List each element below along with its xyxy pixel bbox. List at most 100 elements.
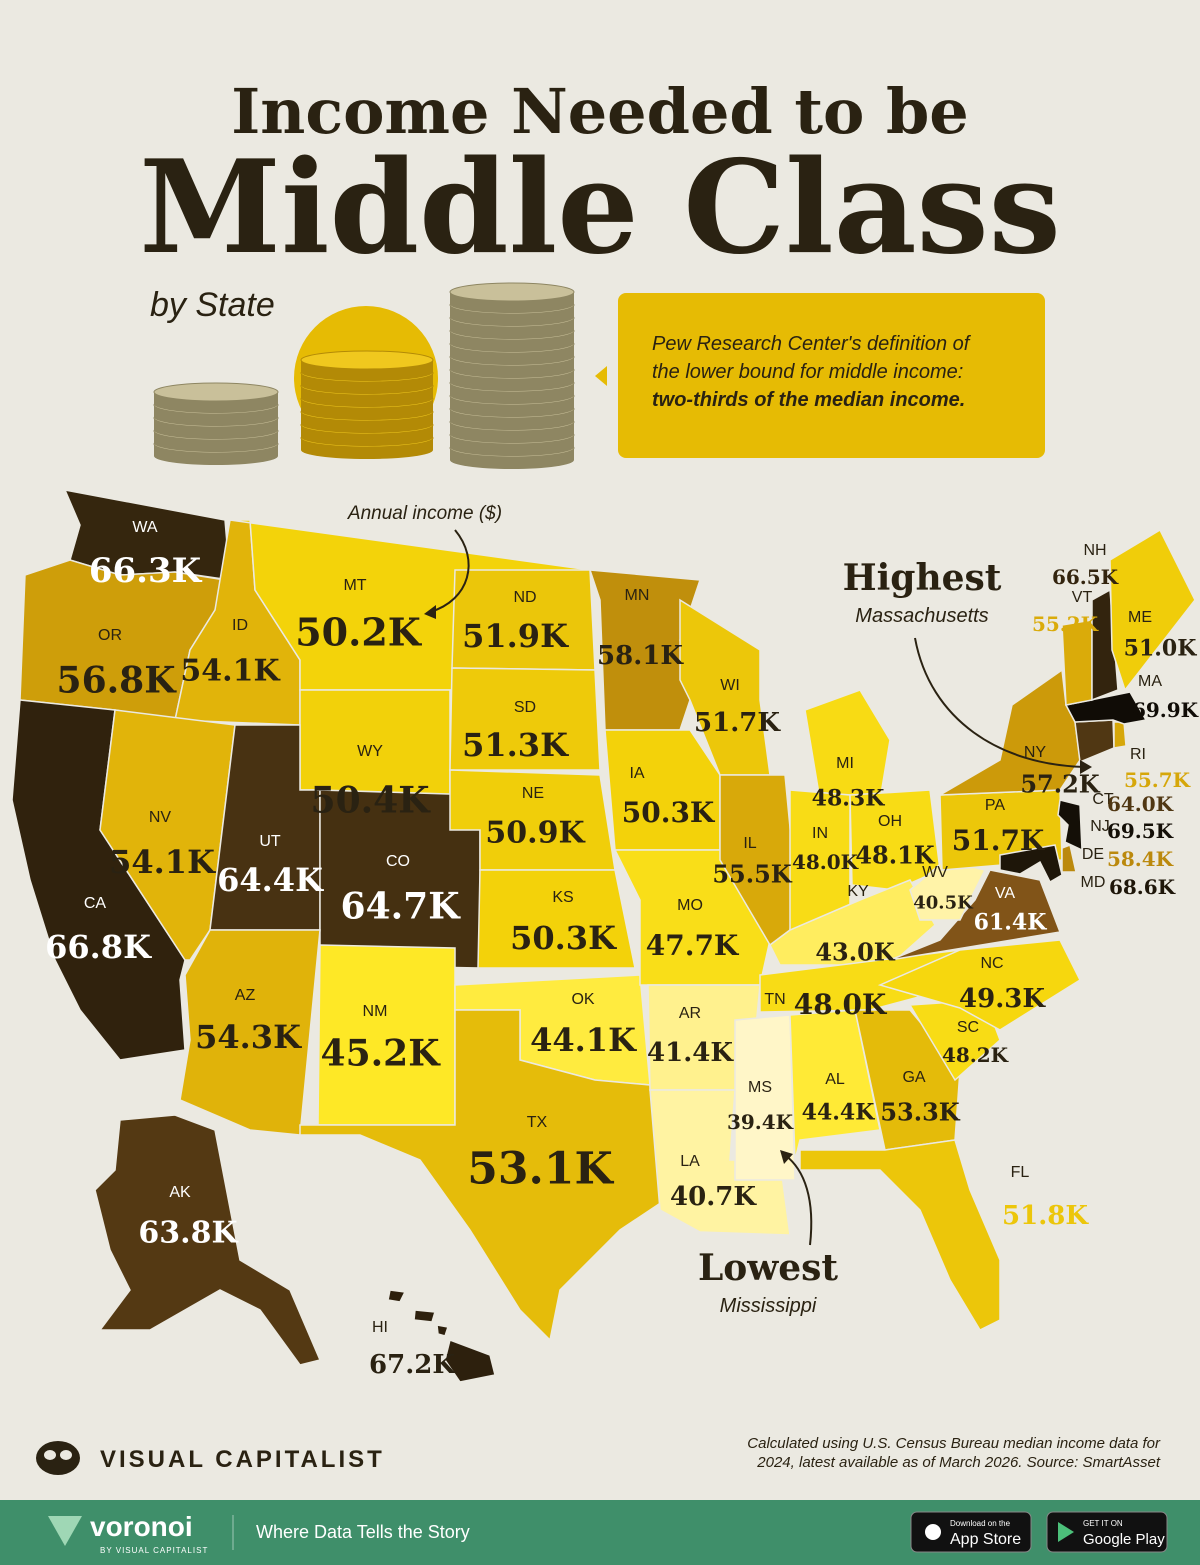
value-label: 63.8K (138, 1216, 238, 1251)
state-abbr: CO (386, 853, 410, 870)
arrow-head (1080, 760, 1092, 774)
value-label: 48.1K (855, 840, 935, 869)
state (179, 929, 321, 1136)
value-label: 51.0K (1124, 636, 1198, 662)
state (1057, 799, 1083, 852)
state-abbr: AL (825, 1071, 845, 1088)
value-label: 45.2K (321, 1033, 442, 1075)
brand: VISUAL CAPITALIST (100, 1446, 385, 1473)
state (799, 1139, 1001, 1331)
state-abbr: WI (720, 677, 740, 694)
app-store-small: Download on the (950, 1519, 1011, 1528)
value-label: 40.7K (670, 1182, 757, 1212)
callout-box (618, 293, 1045, 458)
app-store: App Store (950, 1531, 1021, 1548)
value-label: 48.0K (792, 850, 859, 874)
state (909, 859, 987, 921)
google-small: GET IT ON (1083, 1519, 1123, 1528)
app-store-button[interactable] (910, 1511, 1032, 1553)
state (477, 869, 636, 969)
callout-line: Pew Research Center's definition of (652, 333, 972, 355)
voronoi-sub: BY VISUAL CAPITALIST (100, 1546, 208, 1555)
state-abbr: FL (1011, 1164, 1030, 1181)
value-label: 66.5K (1052, 565, 1119, 589)
state-abbr: IN (812, 825, 828, 842)
value-label: 64.0K (1107, 792, 1174, 816)
state-abbr: KY (847, 883, 869, 900)
lowest-state: Mississippi (720, 1295, 817, 1317)
title-line1: Income Needed to be (231, 75, 969, 148)
state-abbr: VA (995, 885, 1015, 902)
state-abbr: MA (1138, 673, 1162, 690)
coin-face (449, 282, 575, 302)
state-abbr: RI (1130, 746, 1146, 763)
annotation: Annual income ($) (347, 503, 502, 524)
value-label: 50.4K (311, 780, 432, 822)
state-abbr: CA (84, 895, 107, 912)
state-abbr: MN (625, 587, 650, 604)
state-abbr: AZ (235, 987, 256, 1004)
value-label: 51.9K (462, 617, 569, 655)
state-abbr: MD (1081, 874, 1106, 891)
state (1109, 528, 1196, 692)
state (588, 569, 702, 731)
value-label: 64.4K (217, 861, 324, 899)
value-label: 51.8K (1002, 1201, 1089, 1231)
value-label: 66.3K (89, 551, 203, 591)
state (649, 1089, 791, 1236)
google-play-button[interactable] (1046, 1511, 1168, 1553)
lowest-label: Lowest (698, 1247, 838, 1289)
value-label: 55.5K (712, 859, 792, 888)
state-abbr: NM (363, 1003, 388, 1020)
state-abbr: MO (677, 897, 703, 914)
state (789, 1009, 881, 1161)
state (299, 1009, 666, 1342)
value-label: 48.0K (794, 988, 888, 1021)
value-label: 69.9K (1132, 698, 1199, 722)
highest-label: Highest (843, 557, 1002, 599)
value-label: 51.7K (952, 824, 1046, 857)
value-label: 50.9K (485, 816, 585, 851)
callout-line: two-thirds of the median income. (652, 389, 965, 411)
value-label: 66.8K (45, 928, 152, 966)
value-label: 44.1K (530, 1021, 637, 1059)
apple-icon (925, 1524, 941, 1540)
state-abbr: ND (513, 589, 536, 606)
state-abbr: WA (132, 519, 158, 536)
state (387, 1289, 496, 1383)
state-abbr: ID (232, 617, 248, 634)
state-abbr: WV (922, 864, 948, 881)
state (1113, 721, 1127, 749)
callout-line: the lower bound for middle income: (652, 361, 963, 383)
voronoi-logo (48, 1516, 82, 1546)
voronoi: voronoi (90, 1511, 193, 1542)
play-icon (1058, 1522, 1074, 1542)
state-abbr: NC (980, 955, 1003, 972)
state (877, 939, 1081, 1031)
state (734, 1014, 796, 1181)
value-label: 50.3K (510, 919, 617, 957)
state (1074, 719, 1115, 764)
state-abbr: LA (680, 1153, 700, 1170)
annotation-arrow (429, 529, 470, 613)
state-abbr: UT (259, 833, 281, 850)
value-label: 53.1K (467, 1143, 614, 1194)
state-abbr: PA (985, 797, 1005, 814)
value-label: 69.5K (1107, 819, 1174, 843)
title-line2: Middle Class (139, 133, 1061, 283)
value-label: 47.7K (646, 929, 740, 962)
source-line: 2024, latest available as of March 2026.… (756, 1454, 1161, 1471)
lowest-arrow (784, 1154, 813, 1246)
state-abbr: WY (357, 743, 383, 760)
tagline: Where Data Tells the Story (256, 1522, 470, 1542)
value-label: 56.8K (57, 660, 178, 702)
state-abbr: OH (878, 813, 902, 830)
state-abbr: MT (343, 577, 366, 594)
state (449, 667, 601, 771)
state-abbr: VT (1072, 589, 1093, 606)
state (804, 689, 891, 801)
state-abbr: KS (552, 889, 573, 906)
value-label: 57.2K (1020, 769, 1100, 798)
value-label: 39.4K (727, 1110, 794, 1134)
map-labels: WA 66.3K OR 56.8K CA 66.8K ID 54.1K NV 54.1K MT 50.… (45, 519, 1199, 1380)
